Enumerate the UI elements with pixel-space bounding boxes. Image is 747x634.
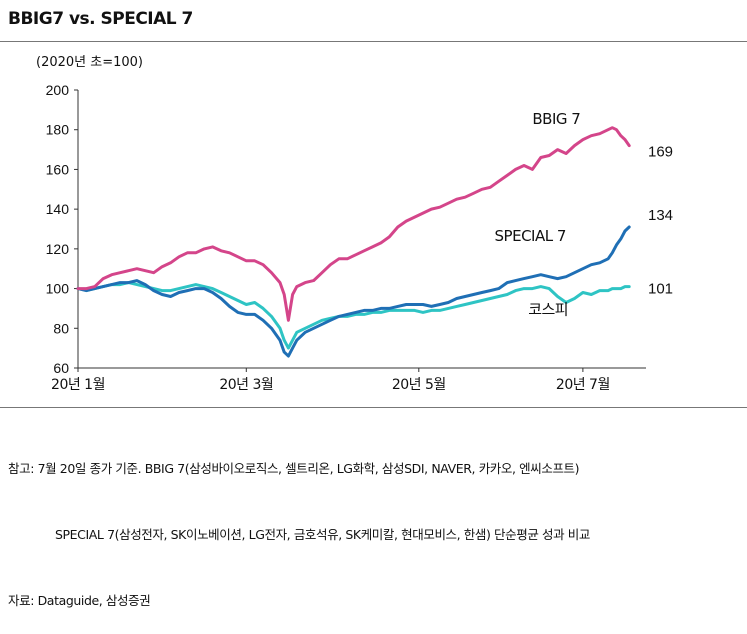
series-name-label: SPECIAL 7 — [495, 227, 566, 245]
x-tick-label: 20년 5월 — [392, 377, 446, 393]
x-tick-label: 20년 1월 — [51, 377, 105, 393]
y-tick-label: 120 — [46, 241, 70, 257]
y-tick-label: 180 — [46, 122, 70, 138]
y-tick-label: 200 — [46, 82, 70, 98]
x-tick-label: 20년 7월 — [556, 377, 610, 393]
x-tick-label: 20년 3월 — [219, 377, 273, 393]
series-end-value: 169 — [648, 144, 673, 161]
chart-title: BBIG7 vs. SPECIAL 7 — [8, 9, 193, 29]
notes-divider — [0, 407, 747, 408]
chart-notes: 참고: 7월 20일 종가 기준. BBIG 7(삼성바이오로직스, 셀트리온,… — [8, 414, 590, 634]
series-line-0 — [76, 126, 631, 322]
y-tick-label: 140 — [46, 201, 70, 217]
series-line-2 — [76, 281, 631, 350]
series-end-value: 101 — [648, 281, 673, 298]
source-line: 자료: Dataguide, 삼성증권 — [8, 593, 151, 608]
series-name-label: 코스피 — [528, 300, 568, 318]
title-divider — [0, 41, 747, 42]
note-line-1: 참고: 7월 20일 종가 기준. BBIG 7(삼성바이오로직스, 셀트리온,… — [8, 461, 580, 476]
y-tick-label: 160 — [46, 161, 70, 177]
line-chart: 60 80 100 120 140 160 180 200 20년 1월 20년 3월 20년 5월… — [46, 82, 673, 393]
y-tick-label: 100 — [46, 281, 70, 297]
note-line-2: SPECIAL 7(삼성전자, SK이노베이션, LG전자, 금호석유, SK케… — [55, 527, 590, 542]
unit-label: (2020년 초=100) — [36, 55, 143, 70]
series-name-label: BBIG 7 — [532, 110, 580, 128]
series-line-1 — [76, 225, 631, 358]
y-tick-label: 60 — [53, 360, 69, 376]
series-end-value: 134 — [648, 207, 673, 224]
y-tick-label: 80 — [53, 320, 69, 336]
